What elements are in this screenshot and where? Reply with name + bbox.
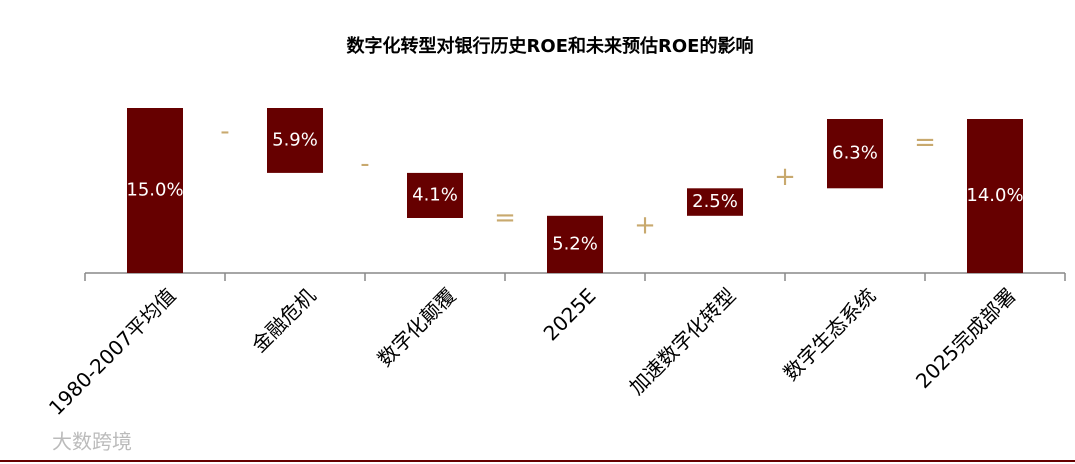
bar [267,108,323,173]
x-tick-label: 2025E [539,283,601,345]
value-label: 15.0% [126,180,183,201]
value-label: 5.2% [552,233,598,254]
bar [127,108,183,273]
operator: + [774,162,796,192]
watermark: 大数跨境 [52,430,132,454]
value-label: 2.5% [692,191,738,212]
value-label: 6.3% [832,143,878,164]
bar [967,119,1023,273]
value-label: 5.9% [272,129,318,150]
x-tick-label: 1980-2007平均值 [44,283,180,419]
x-tick-label: 2025完成部署 [911,283,1021,393]
x-tick-label: 加速数字化转型 [624,283,740,399]
bar [687,188,743,216]
x-tick-label: 数字化颠覆 [373,283,461,371]
operator: = [494,203,516,233]
x-tick-label: 数字生态系统 [779,283,881,385]
operator: + [634,211,656,241]
bar [827,119,883,189]
operator: - [360,149,369,179]
x-tick-label: 金融危机 [247,283,321,357]
value-label: 14.0% [966,185,1023,206]
chart-title: 数字化转型对银行历史ROE和未来预估ROE的影响 [347,35,754,57]
operator: = [914,128,936,158]
bar [547,215,603,273]
bar [407,172,463,218]
value-label: 4.1% [412,184,458,205]
operator: - [220,117,229,147]
